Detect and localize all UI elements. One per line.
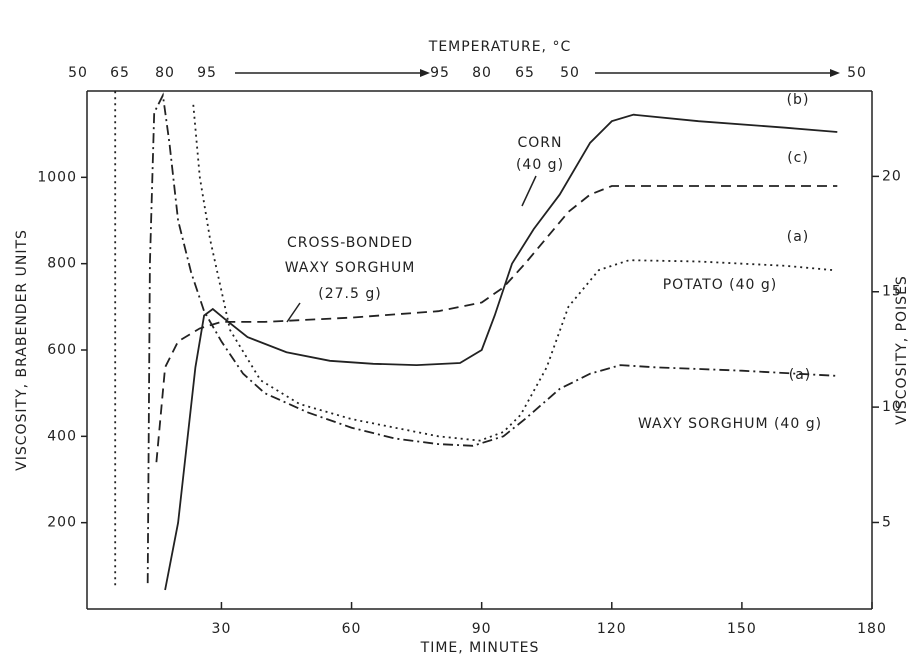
series-line bbox=[115, 91, 833, 585]
annotation: (27.5 g) bbox=[318, 286, 381, 302]
annotation: CROSS-BONDED bbox=[287, 235, 413, 251]
chart-title: TEMPERATURE, °C bbox=[428, 39, 571, 55]
temperature-label: 80 bbox=[472, 65, 492, 81]
y-tick-label: 1000 bbox=[37, 169, 77, 185]
x-tick-label: 180 bbox=[857, 621, 887, 637]
temperature-arrows bbox=[235, 69, 840, 77]
annotation: (c) bbox=[787, 150, 809, 166]
annotation: (a) bbox=[789, 367, 812, 383]
temperature-label: 80 bbox=[155, 65, 175, 81]
temperature-label: 95 bbox=[430, 65, 450, 81]
annotation: (b) bbox=[787, 92, 810, 108]
annotation: WAXY SORGHUM (40 g) bbox=[638, 416, 822, 432]
y-tick-label: 600 bbox=[47, 342, 77, 358]
y2-tick-label: 5 bbox=[882, 514, 892, 530]
annotation: CORN bbox=[518, 135, 563, 151]
temperature-label: 50 bbox=[560, 65, 580, 81]
y2-tick-label: 10 bbox=[882, 399, 902, 415]
x-tick-label: 120 bbox=[597, 621, 627, 637]
y2-tick-label: 20 bbox=[882, 168, 902, 184]
temperature-label: 65 bbox=[515, 65, 535, 81]
temperature-label: 95 bbox=[197, 65, 217, 81]
temperature-label: 65 bbox=[110, 65, 130, 81]
y-tick-label: 800 bbox=[47, 256, 77, 272]
annotation: WAXY SORGHUM bbox=[285, 260, 416, 276]
temperature-label: 50 bbox=[847, 65, 867, 81]
annotation: POTATO (40 g) bbox=[663, 277, 778, 293]
y-tick-label: 200 bbox=[47, 515, 77, 531]
y-tick-label: 400 bbox=[47, 428, 77, 444]
x-tick-label: 150 bbox=[727, 621, 757, 637]
temperature-label: 50 bbox=[68, 65, 88, 81]
x-axis-label: TIME, MINUTES bbox=[420, 640, 540, 656]
y-axis-label: VISCOSITY, BRABENDER UNITS bbox=[14, 229, 30, 471]
x-tick-label: 60 bbox=[342, 621, 362, 637]
chart: TEMPERATURE, °C TIME, MINUTES VISCOSITY,… bbox=[0, 0, 913, 660]
x-tick-label: 30 bbox=[212, 621, 232, 637]
annotation: (40 g) bbox=[516, 157, 564, 173]
annotation: (a) bbox=[787, 229, 810, 245]
x-tick-label: 90 bbox=[472, 621, 492, 637]
series-line bbox=[165, 115, 837, 590]
y2-tick-label: 15 bbox=[882, 284, 902, 300]
